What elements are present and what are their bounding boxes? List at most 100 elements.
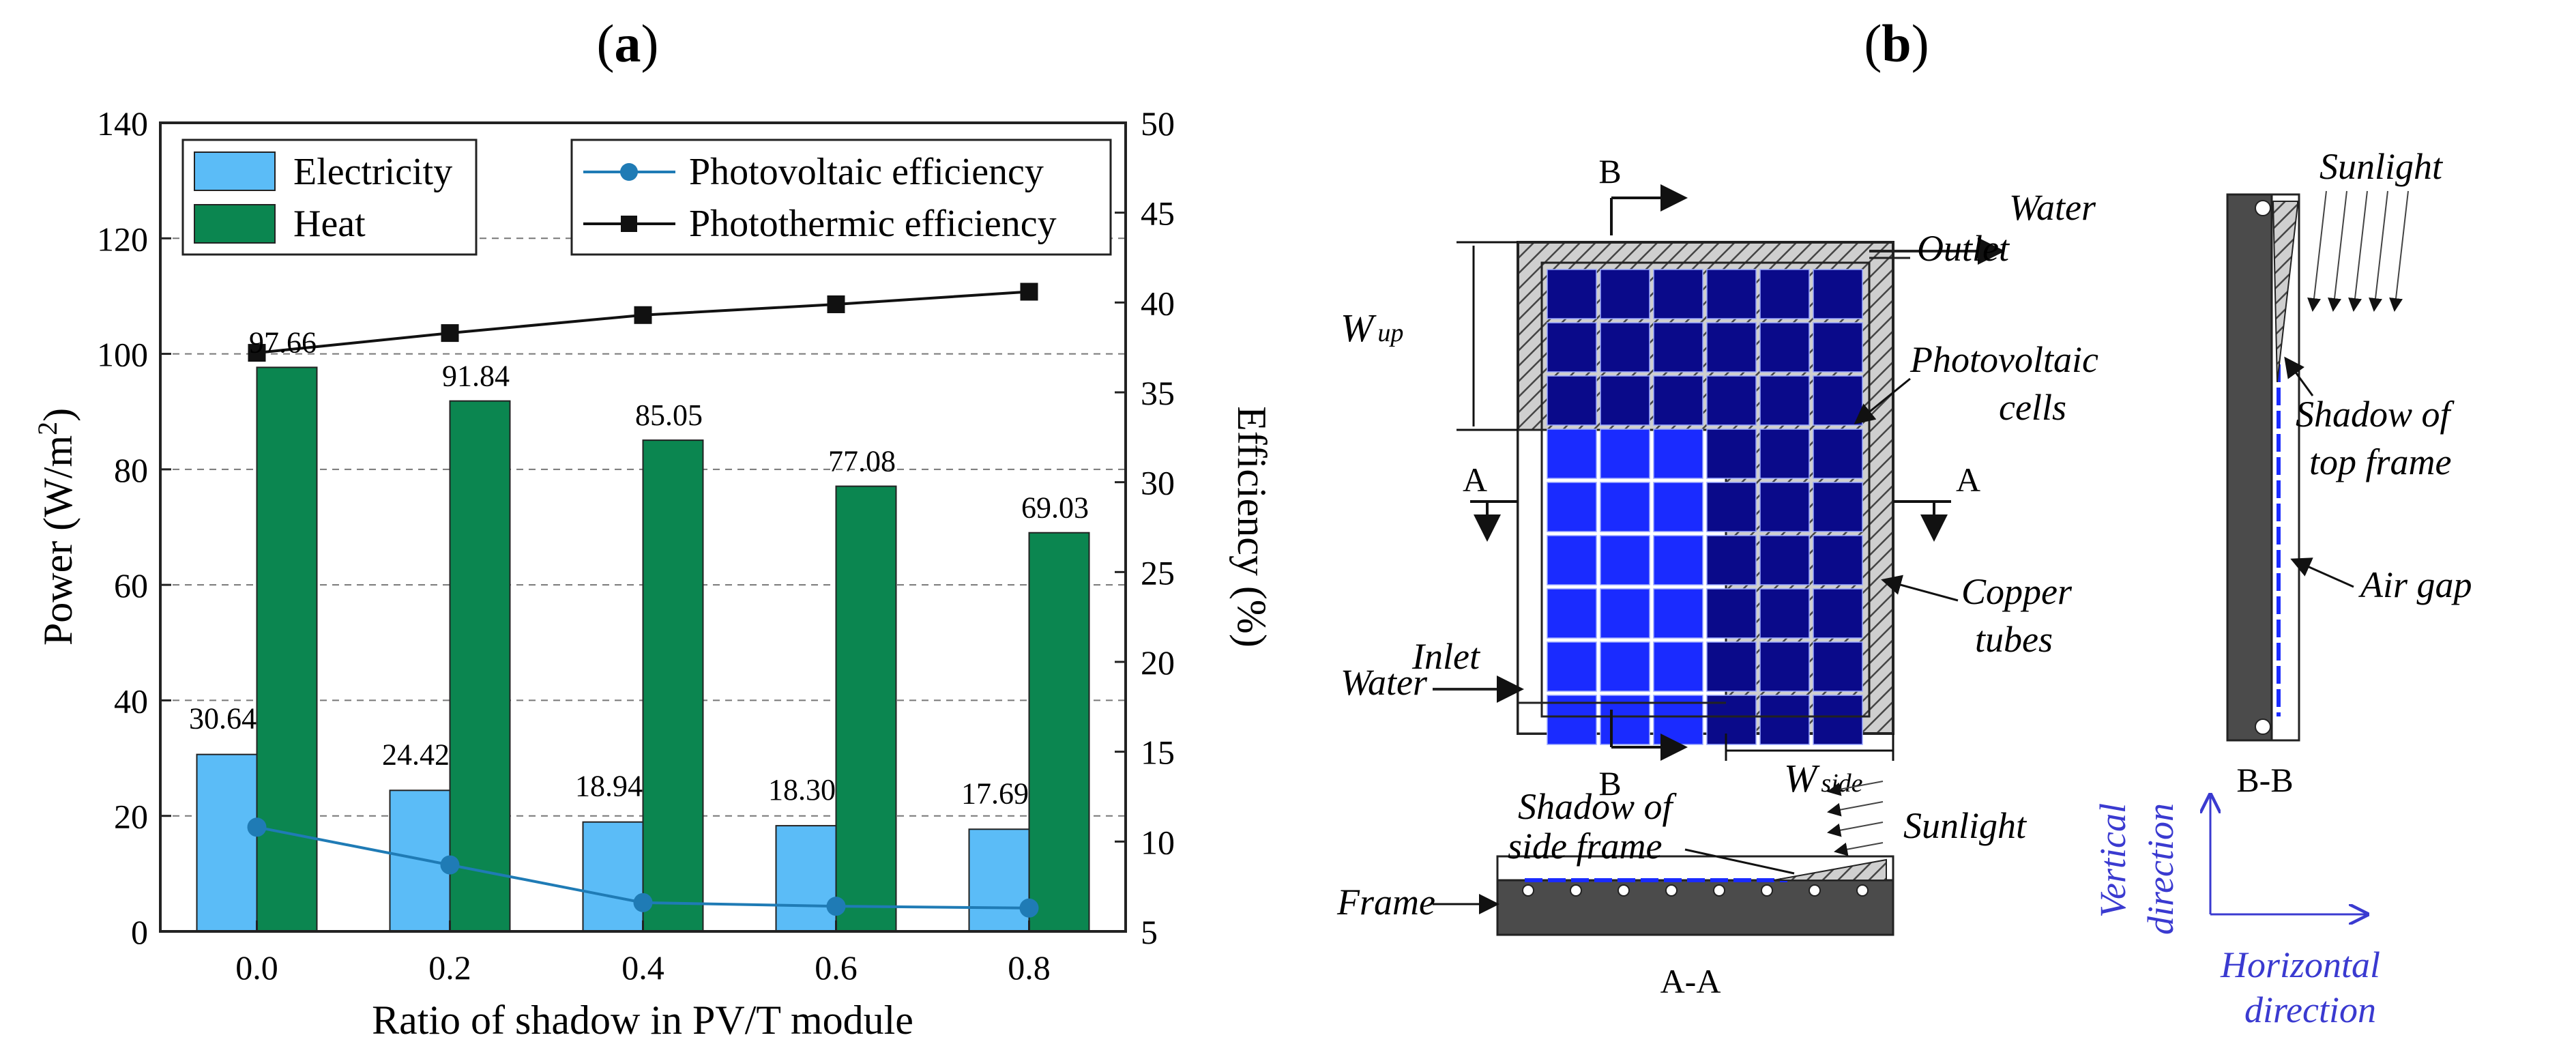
pv-cell: [1813, 695, 1863, 745]
label-pv-cells-1: Photovoltaic: [1909, 339, 2098, 380]
pv-cell: [1813, 535, 1863, 585]
data-label-heat: 91.84: [442, 360, 510, 393]
panel-a-label: (a): [597, 14, 659, 73]
pv-cell: [1759, 535, 1810, 585]
pv-cell: [1653, 588, 1703, 639]
bb-tube-bottom: [2255, 719, 2271, 735]
panel-a: (a) 30.64 97.66 24.42 91.84 18.94 85.05 18.30 7…: [32, 14, 1274, 1043]
x-axis-title: Ratio of shadow in PV/T module: [372, 998, 913, 1043]
section-aa: Frame Shadow of side frame Sunlight A-A: [1336, 781, 2028, 1000]
pv-cell: [1706, 429, 1757, 479]
y2-tick-label: 25: [1141, 553, 1175, 592]
label-water-outlet: Water: [2009, 187, 2096, 228]
y-tick-label: 140: [97, 104, 148, 143]
pv-cell: [1600, 322, 1650, 373]
aa-tube: [1570, 884, 1582, 897]
pv-cell: [1706, 641, 1757, 692]
pv-cell: [1600, 641, 1650, 692]
aa-tube: [1809, 884, 1821, 897]
data-label-heat: 97.66: [249, 325, 317, 359]
pv-cell: [1759, 429, 1810, 479]
aa-frame-body: [1496, 879, 1894, 936]
legend-marker-pt: [621, 216, 637, 232]
pv-cell: [1547, 322, 1597, 373]
legend-label-heat: Heat: [293, 203, 366, 245]
bar-heat: [256, 366, 318, 932]
label-water-inlet: Water: [1341, 662, 1428, 703]
x-tick-label: 0.8: [1008, 948, 1051, 987]
data-label-heat: 85.05: [635, 398, 703, 432]
aa-tube: [1522, 884, 1534, 897]
bb-top-shadow: [2272, 201, 2298, 383]
pv-cell: [1759, 269, 1810, 319]
y2-tick-label: 45: [1141, 194, 1175, 233]
aa-tube: [1856, 884, 1869, 897]
legend-box-lines: [570, 139, 1112, 256]
bar-electricity: [582, 821, 644, 932]
point-photothermic-efficiency: [248, 344, 266, 362]
pv-cell: [1547, 588, 1597, 639]
pv-cell: [1813, 482, 1863, 532]
pv-cell: [1813, 641, 1863, 692]
pv-cell: [1706, 482, 1757, 532]
x-tick-label: 0.0: [235, 948, 278, 987]
pv-cell: [1600, 269, 1650, 319]
section-marker-b-top: B: [1598, 152, 1688, 235]
bar-heat: [1028, 532, 1090, 932]
legend-label-pv: Photovoltaic efficiency: [689, 151, 1044, 193]
bar-electricity: [775, 825, 837, 932]
pv-cell: [1759, 588, 1810, 639]
leader-shadow-top: [2284, 356, 2314, 396]
point-photovoltaic-efficiency: [633, 893, 653, 912]
legend-swatch-heat: [194, 204, 276, 244]
aa-tube: [1761, 884, 1773, 897]
legend-lines: Photovoltaic efficiency Photothermic eff…: [570, 139, 1112, 256]
pv-cell: [1600, 535, 1650, 585]
pv-cell: [1759, 695, 1810, 745]
label-outlet: Outlet: [1917, 228, 2010, 269]
data-label-heat: 69.03: [1021, 491, 1089, 525]
pv-cell: [1813, 375, 1863, 426]
svg-text:B: B: [1598, 764, 1621, 802]
point-photovoltaic-efficiency: [1019, 898, 1039, 918]
aa-side-shadow: [1773, 858, 1887, 881]
bar-electricity: [968, 828, 1030, 933]
pv-cell: [1600, 482, 1650, 532]
pv-cell: [1653, 641, 1703, 692]
chart: 30.64 97.66 24.42 91.84 18.94 85.05 18.30 77.08…: [32, 104, 1274, 1043]
pv-cell: [1653, 535, 1703, 585]
point-photovoltaic-efficiency: [247, 817, 267, 837]
data-label-electricity: 30.64: [189, 702, 257, 736]
pv-cell: [1547, 375, 1597, 426]
ticks-layer: 0 20 40 60 80 100 120 140 5 10 15 20 25 30 35 40 45 50 0.0…: [97, 104, 1175, 987]
aa-copper-tubes: [1522, 884, 1869, 897]
y2-tick-label: 15: [1141, 734, 1175, 772]
pv-cell: [1759, 375, 1810, 426]
legend-swatch-electricity: [194, 151, 276, 191]
y-tick-label: 0: [131, 913, 148, 951]
label-shadow-top-2: top frame: [2309, 441, 2452, 482]
label-horizontal-2: direction: [2244, 989, 2376, 1030]
module-front-view: [1433, 237, 2005, 745]
pv-cell: [1759, 482, 1810, 532]
pv-cell: [1759, 322, 1810, 373]
label-shadow-side-2: side frame: [1508, 826, 1662, 867]
module-inner-outline: [1540, 261, 1871, 718]
aa-sunlight-arrows: [1827, 781, 1884, 856]
y-tick-label: 60: [114, 566, 148, 605]
pv-cell: [1547, 269, 1597, 319]
pv-cell: [1706, 588, 1757, 639]
pv-cell: [1653, 269, 1703, 319]
data-label-electricity: 18.30: [768, 773, 836, 807]
data-label-heat: 77.08: [828, 445, 896, 478]
y-axis-title: Power (W/m2): [32, 408, 80, 645]
pv-cell: [1706, 535, 1757, 585]
x-tick-label: 0.4: [621, 948, 664, 987]
bar-electricity: [389, 789, 451, 932]
pv-cell: [1813, 588, 1863, 639]
point-photovoltaic-efficiency: [826, 897, 846, 916]
bar-heat: [449, 400, 511, 932]
point-photothermic-efficiency: [634, 306, 652, 324]
label-section-bb: B-B: [2236, 761, 2293, 799]
